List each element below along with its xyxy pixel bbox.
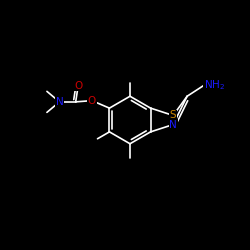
Text: NH$_2$: NH$_2$ (204, 78, 225, 92)
Text: O: O (88, 96, 96, 106)
Text: N: N (169, 120, 177, 130)
Text: S: S (170, 110, 176, 120)
Text: N: N (56, 97, 63, 107)
Text: O: O (74, 80, 82, 90)
